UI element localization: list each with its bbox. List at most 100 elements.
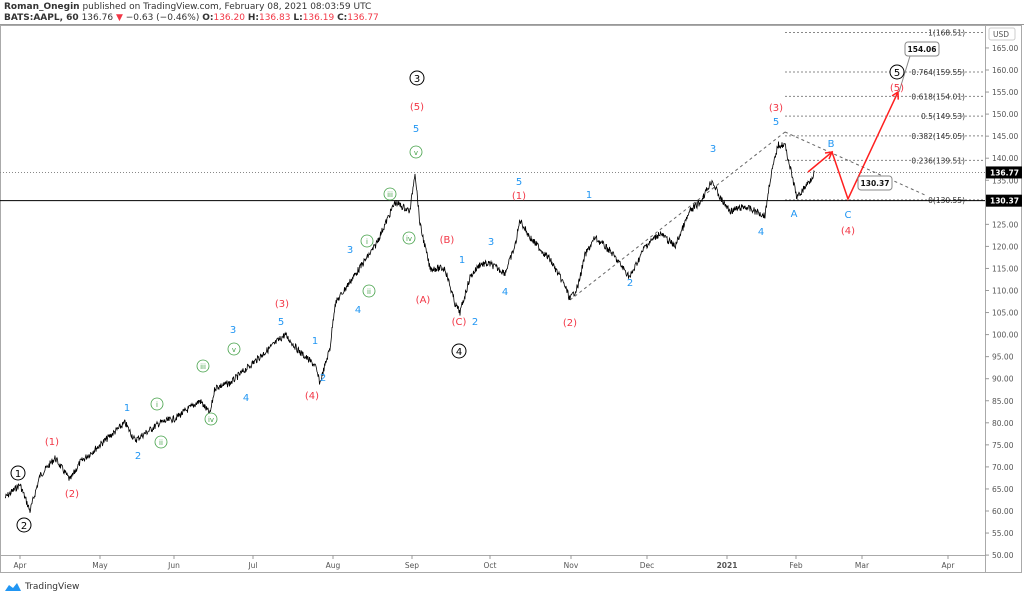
x-tick-label: Jul	[247, 561, 257, 570]
wave-label-green: i	[156, 401, 158, 409]
wave-circle-icon	[227, 342, 241, 356]
down-arrow-icon: ▼	[115, 13, 123, 23]
wave-label-blue: B	[828, 139, 835, 150]
wave-circle-icon	[16, 517, 32, 533]
wave-label-blue: 2	[627, 278, 633, 289]
x-tick-label: Dec	[640, 561, 655, 570]
wave-label-blue: 4	[502, 287, 508, 298]
wave-label-red: (C)	[452, 317, 467, 328]
wave-label-black: 1	[15, 469, 21, 480]
chart-header: Roman_Onegin published on TradingView.co…	[4, 2, 379, 24]
wave-label-blue: 3	[488, 237, 494, 248]
wave-label-red: (2)	[563, 318, 577, 329]
y-tick-label: 125.00	[992, 220, 1018, 229]
wave-circle-icon	[409, 70, 425, 86]
wave-label-blue: 4	[355, 305, 361, 316]
fib-level-label: 0.764(159.55)	[911, 68, 965, 77]
wave-label-blue: 4	[243, 393, 249, 404]
x-tick-label: Apr	[942, 561, 956, 570]
wave-label-blue: 3	[710, 144, 716, 155]
wave-label-green: v	[232, 346, 236, 354]
x-tick-label: Feb	[789, 561, 803, 570]
callout-pointer	[898, 55, 911, 93]
wave-circle-icon	[889, 64, 905, 80]
wave-circle-icon	[10, 465, 26, 481]
price-badge-current	[986, 166, 1022, 179]
wave-label-red: (1)	[512, 191, 526, 202]
wave-circle-icon	[402, 231, 416, 245]
wave-label-blue: A	[791, 209, 798, 220]
price-callout-text: 130.37	[861, 179, 890, 188]
wave-label-blue: 2	[135, 451, 141, 462]
wave-label-red: (4)	[305, 391, 319, 402]
wave-label-black: 5	[894, 68, 900, 79]
wave-label-blue: 5	[278, 317, 284, 328]
wave-label-blue: 1	[124, 403, 130, 414]
wave-label-black: 2	[21, 521, 27, 532]
high-value: 136.83	[258, 13, 291, 23]
x-tick-label: Jun	[167, 561, 180, 570]
wave-label-blue: 4	[758, 227, 764, 238]
y-tick-label: 110.00	[992, 287, 1018, 296]
wave-label-blue: 1	[312, 336, 318, 347]
symbol[interactable]: BATS:AAPL, 60	[4, 13, 79, 23]
arrow-head-icon	[824, 151, 834, 160]
tradingview-logo-icon	[5, 583, 21, 591]
wave-label-red: (4)	[841, 226, 855, 237]
y-tick-label: 115.00	[992, 264, 1018, 273]
wave-circle-icon	[204, 412, 218, 426]
wave-label-blue: 3	[347, 245, 353, 256]
wave-label-blue: C	[845, 210, 852, 221]
wave-label-red: (5)	[890, 83, 904, 94]
low-value: 136.19	[302, 13, 335, 23]
y-tick-label: 85.00	[992, 397, 1014, 406]
x-tick-label: Aug	[326, 561, 341, 570]
wave-circle-icon	[150, 397, 164, 411]
wave-label-blue: 5	[413, 124, 419, 135]
y-tick-label: 70.00	[992, 463, 1014, 472]
y-tick-label: 160.00	[992, 66, 1018, 75]
y-tick-label: 65.00	[992, 485, 1014, 494]
x-tick-label: 2021	[717, 561, 738, 570]
y-tick-label: 140.00	[992, 154, 1018, 163]
wave-label-red: (1)	[45, 437, 59, 448]
y-tick-label: 105.00	[992, 309, 1018, 318]
wave-circle-icon	[360, 234, 374, 248]
author[interactable]: Roman_Onegin	[4, 2, 80, 12]
x-tick-label: Mar	[855, 561, 870, 570]
y-tick-label: 150.00	[992, 110, 1018, 119]
y-tick-label: 95.00	[992, 353, 1014, 362]
open-value: 136.20	[213, 13, 245, 23]
close-value: 136.77	[347, 13, 379, 23]
y-tick-label: 90.00	[992, 375, 1014, 384]
arrow-head-icon	[891, 90, 899, 100]
y-tick-label: 50.00	[992, 551, 1014, 560]
fib-level-label: 0.618(154.01)	[911, 92, 965, 101]
price-callout-text: 154.06	[908, 45, 937, 54]
wave-circle-icon	[154, 435, 168, 449]
y-tick-label: 100.00	[992, 331, 1018, 340]
price-callout	[904, 41, 940, 57]
trend-line	[569, 131, 786, 301]
price-callout	[857, 175, 893, 191]
wave-label-red: (3)	[275, 299, 289, 310]
wave-label-blue: 1	[459, 255, 465, 266]
wave-label-green: iii	[387, 191, 393, 199]
high-label: H:	[247, 13, 259, 23]
currency-badge[interactable]	[988, 27, 1016, 41]
wave-label-green: ii	[367, 288, 371, 296]
open-label: O:	[202, 13, 214, 23]
wave-label-green: ii	[159, 439, 163, 447]
wave-circle-icon	[451, 343, 467, 359]
y-tick-label: 135.00	[992, 176, 1018, 185]
y-tick-label: 120.00	[992, 242, 1018, 251]
trend-line	[784, 131, 926, 196]
brand[interactable]: TradingView	[25, 582, 80, 592]
wave-label-green: iv	[406, 235, 412, 243]
published-text: published on TradingView.com, February 0…	[82, 2, 372, 12]
price-badge-level	[986, 194, 1022, 207]
wave-circle-icon	[409, 145, 423, 159]
last-price: 136.76	[81, 13, 114, 23]
wave-label-green: iv	[208, 416, 214, 424]
